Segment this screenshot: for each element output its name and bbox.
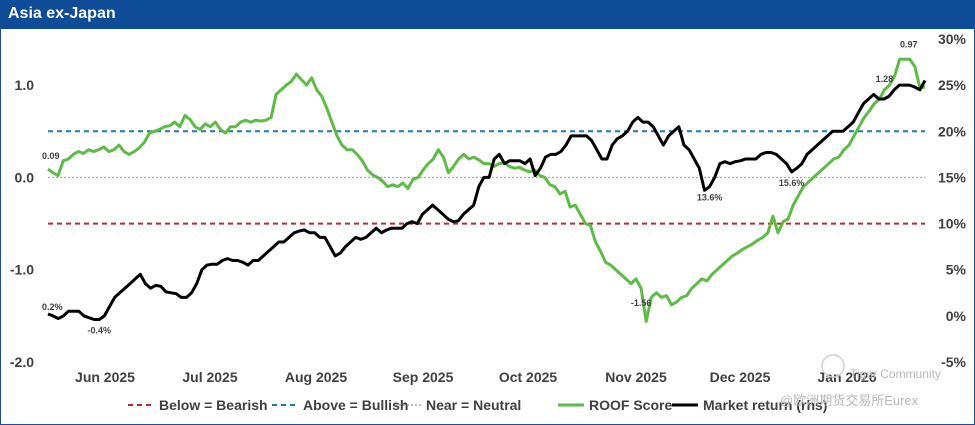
x-tick-label-0: Jun 2025 — [75, 369, 135, 385]
legend: Below = Bearish Above = Bullish Near = Neu… — [128, 397, 827, 413]
right-tick-label-0: 30% — [938, 31, 967, 47]
x-tick-label-7: Jan 2026 — [817, 369, 876, 385]
watermark-top: Tiger Community — [850, 367, 941, 381]
x-tick-label-3: Sep 2025 — [393, 369, 454, 385]
x-tick-label-5: Nov 2025 — [605, 369, 667, 385]
right-tick-label-1: 25% — [938, 77, 967, 93]
data-label-0-2: 1.28 — [876, 74, 894, 84]
right-tick-label-4: 10% — [938, 216, 967, 232]
x-tick-label-1: Jul 2025 — [182, 369, 237, 385]
x-tick-label-6: Dec 2025 — [710, 369, 771, 385]
left-tick-label-0: 1.0 — [15, 77, 35, 93]
watermark-logo-icon — [821, 354, 845, 378]
x-axis-ticks: Jun 2025 Jul 2025 Aug 2025 Sep 2025 Oct 2025… — [75, 369, 877, 385]
legend-label-3: ROOF Score — [589, 397, 672, 413]
data-label-0-1: -1.56 — [631, 298, 652, 308]
right-tick-label-6: 0% — [946, 308, 967, 324]
annotations: 0.09 -1.56 1.28 0.97 0.2% -0.4% 13.6% 15.6% — [42, 39, 917, 335]
data-label-0-3: 0.97 — [900, 39, 918, 49]
left-tick-label-1: 0.0 — [15, 169, 35, 185]
title-bar: Asia ex-Japan — [0, 0, 975, 29]
left-tick-label-3: -2.0 — [10, 354, 34, 370]
left-axis-ticks: 1.0 0.0 -1.0 -2.0 — [10, 77, 34, 370]
data-label-1-0: 0.2% — [42, 302, 63, 312]
watermark-bottom: @欧洲期货交易所Eurex — [780, 393, 919, 408]
watermark: Tiger Community @欧洲期货交易所Eurex — [780, 354, 941, 408]
legend-label-1: Above = Bullish — [303, 397, 408, 413]
data-label-1-3: 15.6% — [779, 178, 805, 188]
series-layer — [47, 57, 927, 323]
chart-title: Asia ex-Japan — [8, 5, 116, 22]
data-label-0-0: 0.09 — [42, 151, 60, 161]
left-tick-label-2: -1.0 — [10, 262, 34, 278]
right-tick-label-7: -5% — [941, 354, 966, 370]
series-line-1 — [47, 79, 927, 321]
reference-lines — [48, 130, 925, 225]
right-tick-label-5: 5% — [946, 262, 967, 278]
x-tick-label-4: Oct 2025 — [499, 369, 558, 385]
legend-label-0: Below = Bearish — [159, 397, 268, 413]
series-line-0 — [47, 57, 926, 323]
data-label-1-2: 13.6% — [697, 193, 723, 203]
right-axis-ticks: 30% 25% 20% 15% 10% 5% 0% -5% — [938, 31, 967, 370]
x-tick-label-2: Aug 2025 — [285, 369, 347, 385]
data-label-1-1: -0.4% — [88, 326, 112, 336]
legend-label-2: Near = Neutral — [426, 397, 521, 413]
right-tick-label-3: 15% — [938, 169, 967, 185]
legend-label-4: Market return (rhs) — [703, 397, 827, 413]
right-tick-label-2: 20% — [938, 123, 967, 139]
